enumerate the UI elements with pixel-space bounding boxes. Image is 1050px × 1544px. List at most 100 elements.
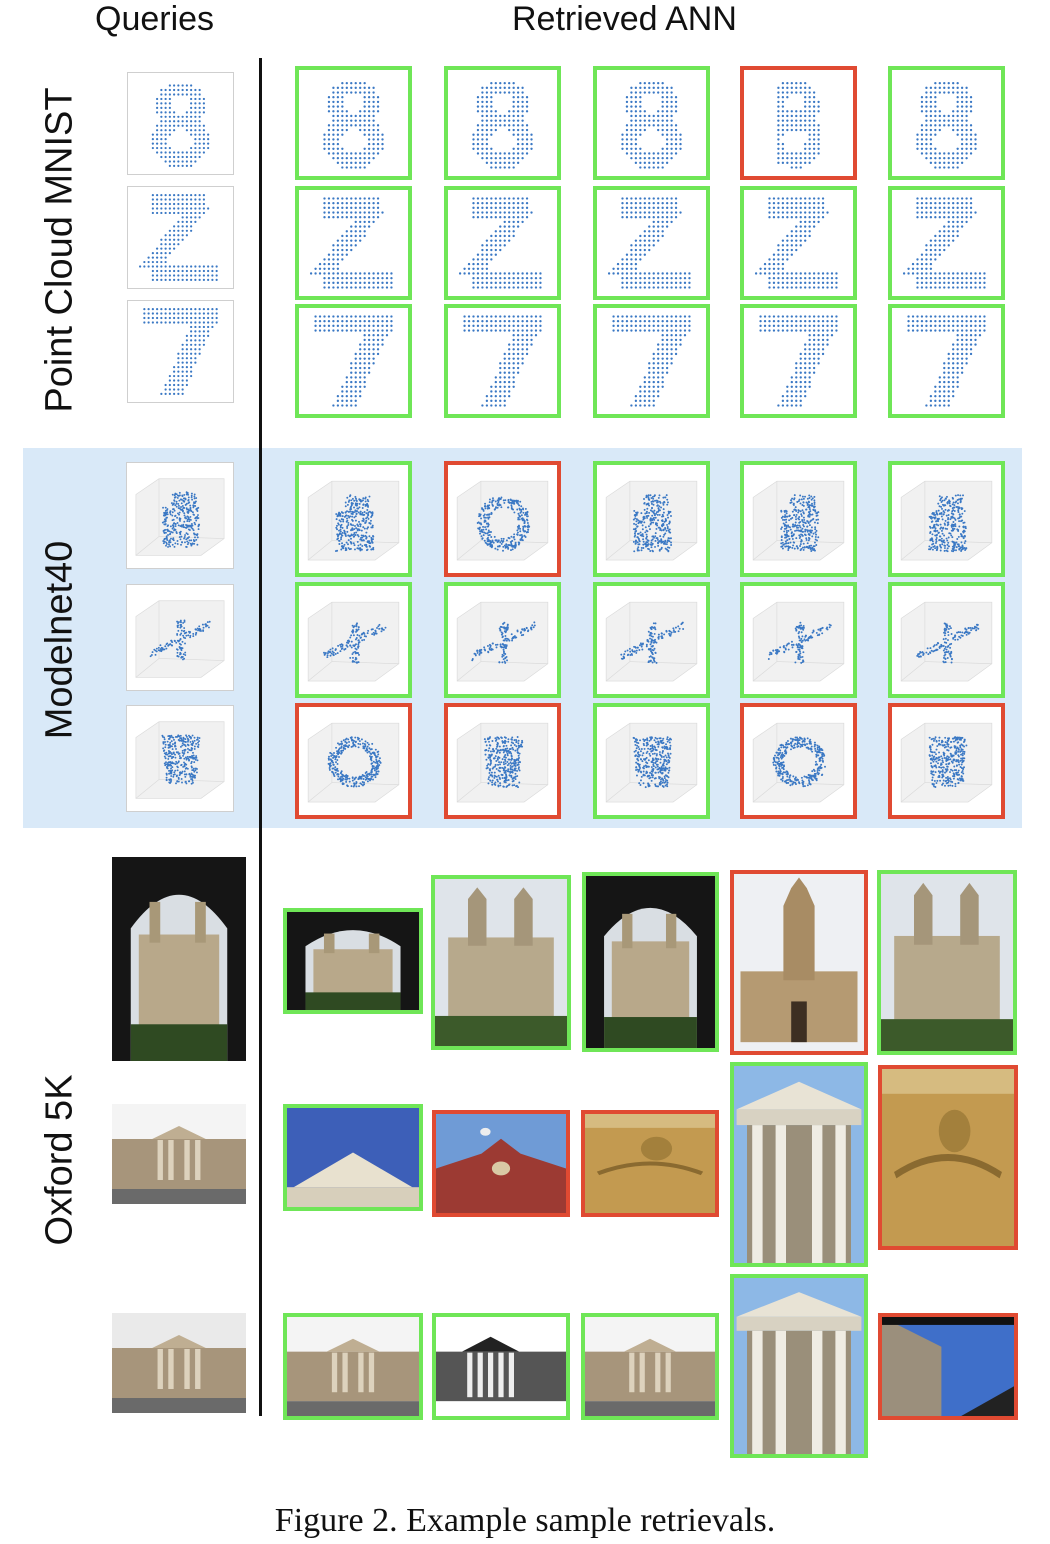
- result-thumbnail: [900, 480, 993, 561]
- result-thumbnail: [436, 1114, 566, 1213]
- retrieval-result-correct: [295, 66, 412, 180]
- result-thumbnail: [307, 722, 400, 803]
- retrieval-result-correct: [593, 582, 710, 698]
- result-thumbnail: [586, 876, 715, 1048]
- retrieval-result-correct: [432, 1313, 570, 1420]
- retrieval-result-correct: [888, 461, 1005, 577]
- query-image: [126, 705, 234, 812]
- result-thumbnail: [900, 722, 993, 803]
- query-image: [112, 857, 246, 1061]
- retrieval-result-correct: [444, 304, 561, 418]
- retrieval-result-correct: [740, 582, 857, 698]
- query-image: [127, 186, 234, 289]
- result-thumbnail: [287, 912, 419, 1010]
- query-thumbnail: [135, 478, 225, 556]
- column-divider: [259, 58, 262, 1416]
- retrieval-result-correct: [283, 1104, 423, 1211]
- retrieval-result-correct: [295, 461, 412, 577]
- retrieval-result-incorrect: [444, 703, 561, 819]
- retrieval-result-correct: [877, 870, 1017, 1055]
- retrieval-result-incorrect: [888, 703, 1005, 819]
- retrieval-result-correct: [444, 582, 561, 698]
- retrieval-result-correct: [888, 582, 1005, 698]
- retrieval-result-correct: [740, 461, 857, 577]
- queries-header: Queries: [95, 0, 215, 38]
- retrieval-result-incorrect: [878, 1065, 1018, 1250]
- query-image: [126, 584, 234, 691]
- result-thumbnail: [585, 1114, 715, 1213]
- retrieval-result-correct: [593, 703, 710, 819]
- query-thumbnail: [112, 857, 246, 1061]
- result-thumbnail: [752, 601, 845, 682]
- retrieval-result-correct: [593, 461, 710, 577]
- result-thumbnail: [734, 1278, 864, 1454]
- result-thumbnail: [881, 874, 1013, 1051]
- retrieval-result-correct: [888, 304, 1005, 418]
- retrieval-result-correct: [888, 186, 1005, 300]
- result-thumbnail: [734, 1066, 864, 1263]
- result-thumbnail: [605, 480, 698, 561]
- query-thumbnail: [135, 721, 225, 799]
- result-thumbnail: [612, 315, 691, 407]
- result-thumbnail: [314, 315, 393, 407]
- query-image: [127, 300, 234, 403]
- retrieval-result-correct: [888, 66, 1005, 180]
- result-thumbnail: [752, 480, 845, 561]
- retrieval-result-incorrect: [295, 703, 412, 819]
- retrieval-result-incorrect: [740, 703, 857, 819]
- result-thumbnail: [435, 879, 567, 1046]
- result-thumbnail: [907, 315, 986, 407]
- retrieval-result-correct: [593, 186, 710, 300]
- query-thumbnail: [135, 600, 225, 678]
- retrieval-result-correct: [740, 186, 857, 300]
- retrieval-result-correct: [283, 1313, 423, 1420]
- section-label-point-cloud-mnist: Point Cloud MNIST: [38, 87, 81, 413]
- retrieval-result-incorrect: [878, 1313, 1018, 1420]
- retrieval-result-incorrect: [740, 66, 857, 180]
- result-thumbnail: [323, 82, 384, 169]
- retrieval-result-correct: [730, 1062, 868, 1267]
- retrieval-result-correct: [295, 582, 412, 698]
- retrieval-result-correct: [444, 186, 561, 300]
- retrieved-ann-header: Retrieved ANN: [512, 0, 737, 38]
- retrieval-result-incorrect: [730, 870, 868, 1055]
- retrieval-result-incorrect: [432, 1110, 570, 1217]
- query-image: [127, 72, 234, 175]
- retrieval-result-correct: [740, 304, 857, 418]
- section-label-oxford-5k: Oxford 5K: [38, 1074, 81, 1246]
- result-thumbnail: [605, 601, 698, 682]
- retrieval-result-correct: [431, 875, 571, 1050]
- result-thumbnail: [456, 722, 549, 803]
- query-image: [126, 462, 234, 569]
- query-thumbnail: [143, 307, 218, 396]
- retrieval-result-incorrect: [444, 461, 561, 577]
- result-thumbnail: [900, 601, 993, 682]
- result-thumbnail: [309, 197, 393, 289]
- result-thumbnail: [882, 1069, 1014, 1246]
- result-thumbnail: [307, 601, 400, 682]
- retrieval-result-correct: [593, 66, 710, 180]
- result-thumbnail: [463, 315, 542, 407]
- retrieval-result-correct: [593, 304, 710, 418]
- result-thumbnail: [607, 197, 691, 289]
- result-thumbnail: [759, 315, 838, 407]
- result-thumbnail: [436, 1317, 566, 1416]
- result-thumbnail: [458, 197, 542, 289]
- result-thumbnail: [752, 722, 845, 803]
- retrieval-result-correct: [582, 872, 719, 1052]
- retrieval-result-correct: [295, 186, 412, 300]
- result-thumbnail: [456, 601, 549, 682]
- result-thumbnail: [902, 197, 986, 289]
- result-thumbnail: [734, 874, 864, 1051]
- result-thumbnail: [287, 1108, 419, 1207]
- query-image: [112, 1104, 246, 1204]
- result-thumbnail: [882, 1317, 1014, 1416]
- result-thumbnail: [605, 722, 698, 803]
- result-thumbnail: [472, 82, 533, 169]
- result-thumbnail: [621, 82, 682, 169]
- figure-caption: Figure 2. Example sample retrievals.: [274, 1502, 776, 1539]
- result-thumbnail: [585, 1317, 715, 1416]
- query-thumbnail: [112, 1313, 246, 1413]
- retrieval-result-correct: [283, 908, 423, 1014]
- query-image: [112, 1313, 246, 1413]
